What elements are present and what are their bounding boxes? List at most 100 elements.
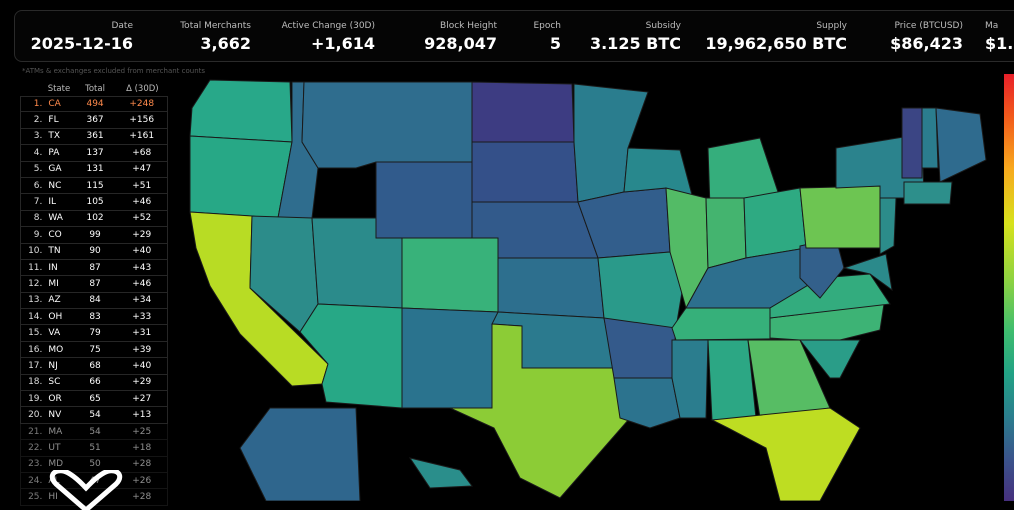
cell-delta: +52 (132, 213, 152, 224)
table-row: 21. MA 54 +25 (20, 423, 168, 441)
table-row: 16. MO 75 +39 (20, 341, 168, 359)
state-ms[interactable] (671, 339, 709, 419)
stat-value: 19,962,650 BTC (705, 34, 847, 53)
table-row: 19. OR 65 +27 (20, 391, 168, 408)
table-row: 15. VA 79 +31 (20, 325, 168, 342)
state-me[interactable] (935, 107, 987, 183)
table-row: 18. SC 66 +29 (20, 374, 168, 392)
table-row: 12. MI 87 +46 (20, 276, 168, 293)
table-row: 6. NC 115 +51 (20, 177, 168, 195)
state-wa[interactable] (189, 79, 293, 143)
cell-rank: 25. (28, 492, 43, 503)
cell-delta: +161 (129, 131, 155, 142)
state-nm[interactable] (401, 307, 499, 409)
table-row: 13. AZ 84 +34 (20, 292, 168, 310)
cell-state: TN (48, 246, 61, 257)
cell-state: AZ (48, 295, 61, 306)
cell-total: 494 (86, 99, 104, 110)
stat-label: Epoch (533, 21, 561, 31)
state-la[interactable] (613, 377, 681, 429)
table-row: 20. NV 54 +13 (20, 407, 168, 424)
cell-state: OR (48, 393, 62, 404)
cell-delta: +46 (132, 197, 152, 208)
stat-label: Active Change (30D) (281, 21, 375, 31)
cell-delta: +26 (132, 475, 152, 486)
cell-total: 115 (86, 180, 104, 191)
table-row: 9. CO 99 +29 (20, 227, 168, 244)
cell-rank: 10. (28, 246, 43, 257)
state-ks[interactable] (497, 257, 605, 319)
state-mt[interactable] (301, 81, 473, 169)
state-or[interactable] (189, 135, 293, 219)
state-tx[interactable] (449, 323, 631, 499)
stat-date: Date 2025-12-16 (31, 21, 133, 54)
cell-total: 66 (89, 377, 101, 388)
table-row: 23. MD 50 +28 (20, 456, 168, 473)
cell-delta: +156 (129, 115, 155, 126)
state-ar[interactable] (603, 317, 677, 379)
cell-delta: +248 (129, 99, 155, 110)
stat-market-cap: Ma $1.7 (985, 21, 1014, 54)
header-state: State (47, 84, 71, 94)
state-ranking-table: State Total Δ (30D) 1. CA 494 +248 2. FL 367 +1… (20, 82, 168, 506)
table-row: 8. WA 102 +52 (20, 210, 168, 228)
cell-rank: 4. (33, 147, 43, 158)
stat-label: Subsidy (645, 21, 681, 31)
table-body: 1. CA 494 +248 2. FL 367 +156 3. TX 361 +161 4. PA 137… (20, 96, 168, 506)
state-pa[interactable] (799, 185, 887, 249)
cell-rank: 6. (33, 180, 43, 191)
stat-price: Price (BTCUSD) $86,423 (890, 21, 963, 54)
cell-rank: 15. (28, 328, 43, 339)
stat-value: 3.125 BTC (589, 34, 681, 53)
state-nj[interactable] (879, 197, 897, 255)
state-nd[interactable] (471, 81, 575, 143)
state-vt[interactable] (901, 107, 923, 179)
cell-delta: +28 (132, 492, 152, 503)
cell-total: 54 (89, 410, 101, 421)
cell-state: CO (48, 229, 62, 240)
state-in[interactable] (705, 197, 747, 269)
state-wy[interactable] (375, 161, 473, 239)
cell-total: 99 (89, 229, 101, 240)
stat-label: Block Height (440, 21, 497, 31)
state-nh[interactable] (921, 107, 939, 169)
cell-state: MI (48, 278, 59, 289)
state-oh[interactable] (743, 187, 807, 259)
cell-rank: 22. (28, 442, 43, 453)
table-row: 1. CA 494 +248 (20, 96, 168, 113)
cell-state: SC (48, 377, 61, 388)
cell-delta: +39 (132, 344, 152, 355)
cell-rank: 16. (28, 344, 43, 355)
cell-delta: +31 (132, 328, 152, 339)
cell-delta: +18 (132, 442, 152, 453)
cell-rank: 11. (28, 262, 43, 273)
cell-rank: 23. (28, 459, 43, 470)
stat-label: Supply (816, 21, 847, 31)
state-ak[interactable] (239, 407, 361, 501)
stat-total-merchants: Total Merchants 3,662 (180, 21, 251, 54)
cell-total: 83 (89, 311, 101, 322)
cell-delta: +34 (132, 295, 152, 306)
cell-delta: +46 (132, 278, 152, 289)
cell-delta: +33 (132, 311, 152, 322)
state-hi[interactable] (408, 457, 473, 489)
stat-label: Price (BTCUSD) (894, 21, 964, 31)
cell-rank: 8. (33, 213, 43, 224)
cell-state: MO (48, 344, 64, 355)
table-row: 2. FL 367 +156 (20, 112, 168, 129)
cell-rank: 2. (33, 115, 43, 126)
state-md[interactable] (842, 253, 893, 292)
table-row: 17. NJ 68 +40 (20, 358, 168, 375)
cell-state: HI (48, 492, 58, 503)
state-ma[interactable] (903, 181, 953, 205)
cell-delta: +40 (132, 246, 152, 257)
cell-delta: +68 (132, 147, 152, 158)
state-co[interactable] (401, 237, 499, 313)
state-sd[interactable] (471, 141, 579, 203)
cell-delta: +47 (132, 164, 152, 175)
state-fl[interactable] (710, 407, 861, 501)
heart-icon[interactable] (46, 470, 126, 510)
table-row: 10. TN 90 +40 (20, 243, 168, 260)
state-al[interactable] (707, 339, 757, 421)
cell-total: 51 (89, 442, 101, 453)
